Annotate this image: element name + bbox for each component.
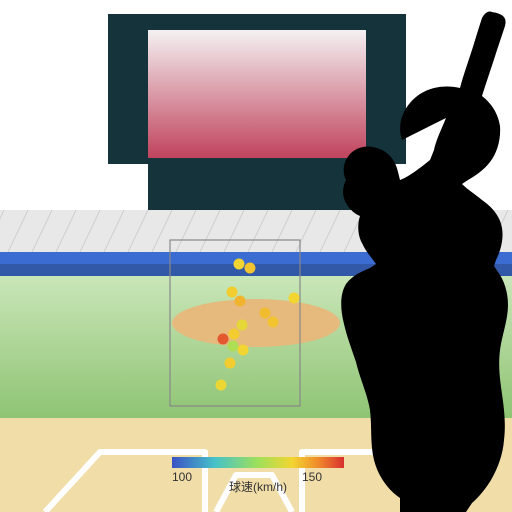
speed-legend-bar (172, 457, 344, 468)
pitchers-mound (172, 299, 340, 347)
pitch-marker (229, 329, 240, 340)
pitch-marker (237, 320, 248, 331)
scoreboard-base (148, 164, 366, 210)
legend-tick-label: 100 (172, 470, 192, 484)
pitch-marker (234, 259, 245, 270)
pitch-marker (235, 296, 246, 307)
pitch-marker (238, 345, 249, 356)
pitch-marker (289, 293, 300, 304)
pitch-marker (260, 308, 271, 319)
legend-tick-label: 150 (302, 470, 322, 484)
pitch-location-chart: 100 150 球速(km/h) (0, 0, 512, 512)
pitch-marker (245, 263, 256, 274)
scoreboard-screen (148, 30, 366, 158)
pitch-marker (227, 287, 238, 298)
pitch-marker (268, 317, 279, 328)
legend-axis-label: 球速(km/h) (229, 480, 287, 494)
pitch-marker (218, 334, 229, 345)
pitch-marker (228, 341, 239, 352)
pitch-marker (225, 358, 236, 369)
pitch-marker (216, 380, 227, 391)
